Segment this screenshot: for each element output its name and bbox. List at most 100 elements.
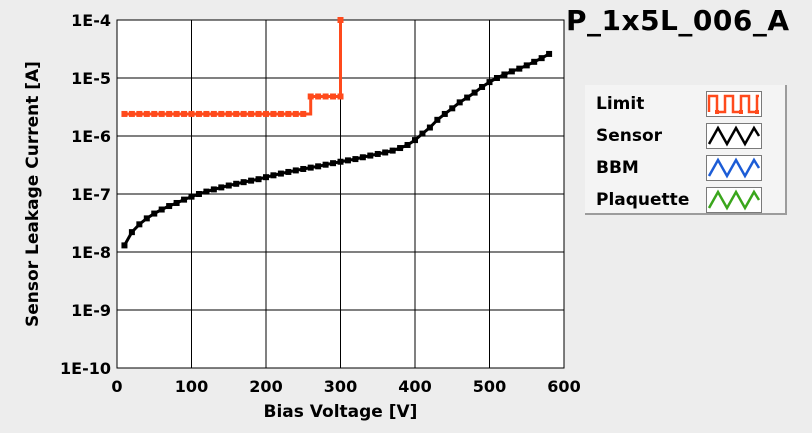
limit-data-point xyxy=(315,93,322,100)
legend-label-bbm: BBM xyxy=(596,158,639,178)
sensor-data-point xyxy=(307,164,314,171)
limit-data-point xyxy=(136,110,143,117)
limit-data-point xyxy=(322,93,329,100)
limit-swatch-line xyxy=(707,94,759,114)
sensor-data-point xyxy=(352,156,359,163)
sensor-data-point xyxy=(158,206,165,213)
sensor-data-point xyxy=(359,154,366,161)
legend-swatch-sensor[interactable] xyxy=(706,123,762,149)
sensor-data-point xyxy=(449,105,456,112)
sensor-data-point xyxy=(277,170,284,177)
sensor-data-point xyxy=(493,75,500,81)
limit-data-point xyxy=(263,110,269,117)
sensor-data-point xyxy=(203,188,210,195)
sensor-data-point xyxy=(181,196,188,203)
legend-swatch-limit[interactable] xyxy=(706,91,762,117)
sensor-data-point xyxy=(434,116,441,123)
limit-data-point xyxy=(337,17,344,23)
legend-item-bbm[interactable]: BBM xyxy=(585,151,785,183)
y-tick-label: 1E-7 xyxy=(71,185,111,204)
plot-layer: 0 100 200 300 400 500 600 1E-10 1E-9 1E-8 1E-7 1E-6… xyxy=(23,11,581,422)
sensor-data-point xyxy=(263,174,269,181)
sensor-data-point xyxy=(300,165,307,172)
sensor-data-point xyxy=(337,158,344,165)
legend-swatch-bbm[interactable] xyxy=(706,155,762,181)
limit-swatch-marker xyxy=(739,110,743,114)
legend-panel: Limit Sensor BBM xyxy=(585,85,787,215)
sensor-data-point xyxy=(151,210,158,217)
sensor-data-point xyxy=(441,110,448,117)
sensor-swatch-line xyxy=(707,125,761,147)
sensor-data-point xyxy=(315,163,322,170)
limit-data-point xyxy=(128,110,135,117)
x-tick-label: 0 xyxy=(111,377,122,396)
sensor-series-line xyxy=(123,52,550,247)
legend-label-plaquette: Plaquette xyxy=(596,190,690,210)
limit-data-point xyxy=(240,110,247,117)
sensor-data-point xyxy=(121,242,128,249)
sensor-data-point xyxy=(456,99,463,106)
sensor-data-point xyxy=(486,79,493,86)
sensor-data-point xyxy=(419,130,426,137)
y-tick-label: 1E-5 xyxy=(71,69,111,88)
limit-data-point xyxy=(307,93,314,100)
sensor-data-point xyxy=(389,147,396,154)
sensor-data-point xyxy=(330,160,337,167)
limit-data-point xyxy=(121,110,128,117)
sensor-data-point xyxy=(523,62,530,69)
sensor-data-point xyxy=(508,68,515,75)
limit-data-point xyxy=(166,110,173,117)
sensor-data-point xyxy=(501,71,508,78)
sensor-data-point xyxy=(464,94,471,101)
limit-data-point xyxy=(270,110,277,117)
sensor-data-point xyxy=(344,157,351,164)
y-tick-label: 1E-8 xyxy=(71,243,111,262)
sensor-data-point xyxy=(233,180,240,187)
sensor-data-point xyxy=(173,199,180,206)
sensor-data-point xyxy=(285,168,292,175)
sensor-data-point xyxy=(374,150,381,157)
sensor-data-point xyxy=(270,172,277,179)
sensor-data-point xyxy=(240,179,247,186)
sensor-data-point xyxy=(195,191,202,197)
limit-data-point xyxy=(210,110,217,117)
sensor-data-point xyxy=(531,58,538,65)
limit-data-point xyxy=(255,110,262,117)
x-tick-label: 300 xyxy=(324,377,357,396)
sensor-data-point xyxy=(538,55,545,62)
sensor-data-point xyxy=(248,177,255,184)
limit-data-point xyxy=(300,110,307,117)
sensor-data-point xyxy=(367,152,374,159)
x-tick-label: 100 xyxy=(175,377,208,396)
limit-swatch-marker xyxy=(755,110,759,114)
sensor-data-point xyxy=(136,221,143,228)
sensor-data-point xyxy=(404,141,411,148)
legend-item-limit[interactable]: Limit xyxy=(585,87,785,119)
sensor-data-point xyxy=(546,50,553,57)
sensor-data-point xyxy=(218,184,225,191)
limit-data-point xyxy=(173,110,180,117)
sensor-data-point xyxy=(188,193,195,200)
zigzag-icon xyxy=(707,189,761,211)
sensor-data-point xyxy=(143,215,150,222)
limit-swatch-marker xyxy=(715,110,719,114)
legend-item-sensor[interactable]: Sensor xyxy=(585,119,785,151)
legend-swatch-plaquette[interactable] xyxy=(706,187,762,213)
limit-data-point xyxy=(285,110,292,117)
legend-item-plaquette[interactable]: Plaquette xyxy=(585,183,785,215)
limit-data-point xyxy=(188,110,195,117)
sensor-data-point xyxy=(128,229,135,236)
y-tick-label: 1E-6 xyxy=(71,127,111,146)
y-tick-label: 1E-9 xyxy=(71,301,111,320)
plaquette-swatch-line xyxy=(707,189,761,211)
y-tick-label: 1E-4 xyxy=(71,11,111,30)
limit-data-point xyxy=(203,110,210,117)
legend-label-limit: Limit xyxy=(596,94,645,114)
limit-data-point xyxy=(158,110,165,117)
sensor-data-point xyxy=(225,182,232,189)
sensor-data-point xyxy=(516,65,523,72)
sensor-data-point xyxy=(255,176,262,183)
limit-data-point xyxy=(151,110,158,117)
limit-data-point xyxy=(248,110,255,117)
